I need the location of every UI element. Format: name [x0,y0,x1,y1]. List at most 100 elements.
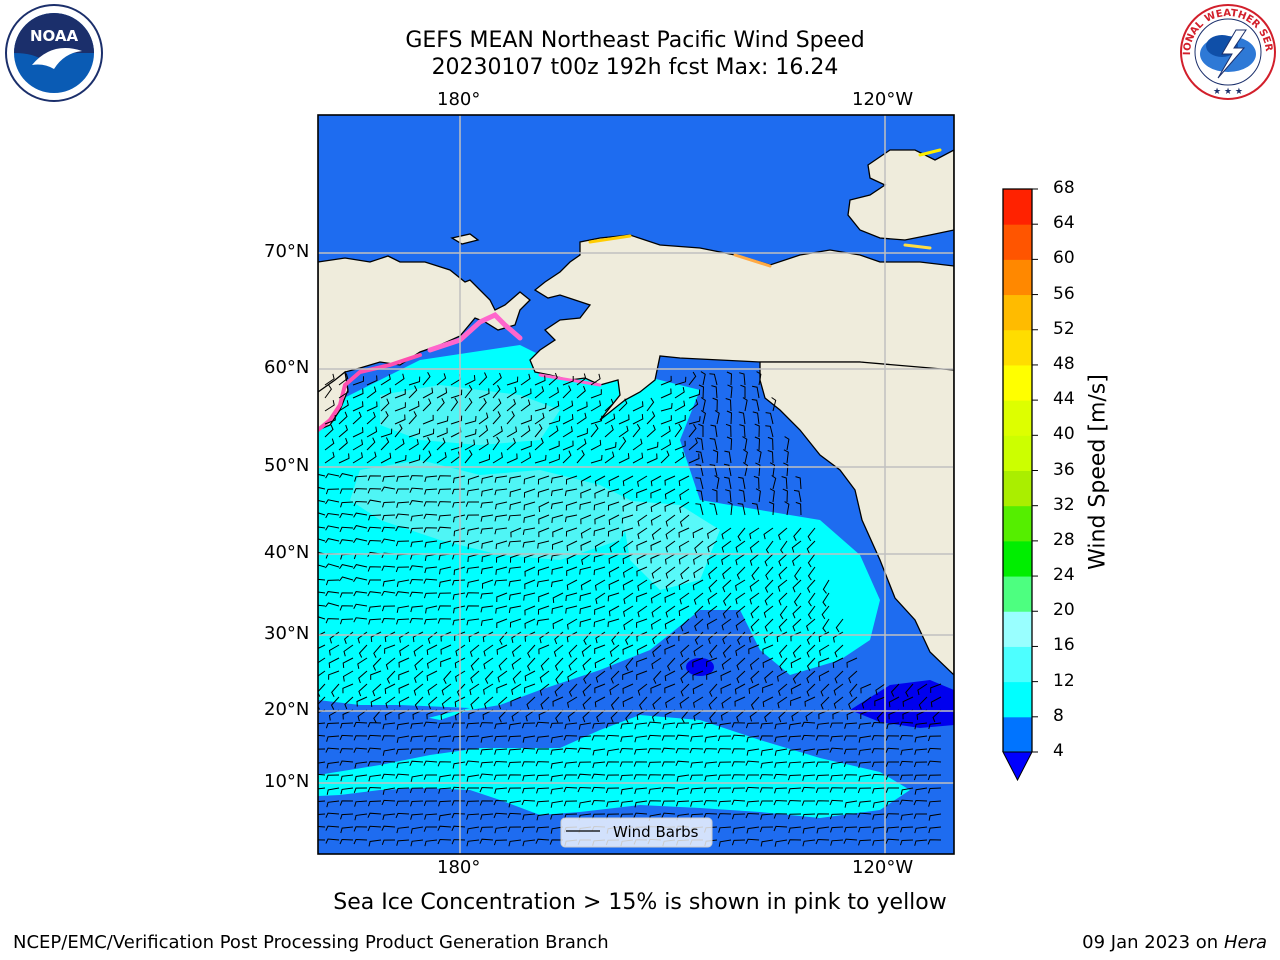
wind-barb [509,488,522,498]
wind-barb [395,488,409,494]
wind-barb [567,696,578,708]
wind-barb [622,475,634,487]
wind-barb [745,812,760,819]
wind-barb [661,747,676,753]
wind-barb [590,423,599,438]
wind-barb [550,748,564,756]
wind-barb [622,696,634,707]
wind-barb [742,462,748,477]
wind-barb [382,514,396,521]
wind-barb [436,415,449,425]
wind-barb [885,813,900,819]
wind-barb [674,400,686,412]
colorbar-tick-label: 44 [1053,389,1075,410]
wind-barb [780,540,788,555]
wind-barb [735,540,746,553]
wind-barb [562,450,572,464]
wind-barb [746,800,760,807]
wind-barb [662,722,676,730]
wind-barb [384,644,396,654]
wind-barb [539,670,550,683]
wind-barb [871,748,886,754]
wind-barb [536,618,550,626]
wind-barb [621,527,634,537]
colorbar-tick-label: 24 [1053,565,1075,586]
wind-barb [704,761,718,769]
wind-barb [759,800,773,806]
wind-barb [428,696,438,710]
wind-barb [636,618,648,628]
wind-barb [647,734,662,741]
wind-barb [791,540,802,553]
wind-barb [508,800,522,808]
wind-barb [464,375,476,386]
wind-barb [872,839,886,846]
wind-barb [650,618,662,630]
wind-barb [885,787,899,793]
wind-barb [409,591,424,598]
wind-barb [632,401,644,412]
wind-barb [492,452,503,464]
wind-barb [468,631,480,642]
wind-barb [607,592,620,602]
wind-barb [339,618,354,625]
wind-barb [551,566,564,575]
wind-barb [367,591,382,597]
wind-barb [506,386,517,399]
wind-barb [914,722,928,730]
wind-barb [675,748,690,754]
wind-barb [636,670,648,680]
wind-barb [902,696,914,707]
wind-barb [709,503,718,516]
wind-barb [494,475,508,483]
wind-barb [721,657,732,670]
wind-barb [493,799,508,806]
wind-barb [522,787,536,794]
wind-barb [537,540,550,549]
wind-barb [385,696,396,709]
wind-barb [483,683,494,695]
wind-barb [720,683,732,694]
wind-barb [829,722,844,728]
wind-barb [328,670,340,680]
wind-barb [802,839,816,847]
wind-barb [843,748,858,755]
wind-barb [605,734,620,741]
wind-barb [843,813,858,819]
wind-barb [324,424,334,438]
wind-barb [370,670,382,680]
wind-barb [565,592,578,601]
wind-barb [366,401,378,412]
wind-barb [704,735,718,743]
wind-barb [745,786,760,793]
wind-barb [367,488,382,494]
wind-barb [801,786,816,793]
wind-barb [550,787,564,795]
wind-barb [423,787,438,793]
colorbar-tick-label: 64 [1053,213,1075,234]
colorbar-segment [1003,294,1032,331]
wind-barb [871,735,886,741]
wind-barb [680,683,690,697]
wind-barb [386,670,396,684]
wind-barb [522,735,536,743]
wind-field-trade-band [318,705,470,745]
wind-barb [759,787,774,793]
wind-barb [676,787,690,795]
wind-barb [650,488,662,499]
wind-barb [578,722,592,730]
land-st-lawrence-island [450,233,480,245]
wind-barb [394,373,405,386]
wind-barb [711,385,718,399]
wind-barb [466,618,480,626]
wind-barb [352,411,362,425]
wind-barb [680,670,690,684]
wind-barb [712,449,719,464]
wind-barb [900,748,914,756]
wind-barb [538,514,550,525]
graticule [318,115,954,854]
wind-barb [875,683,886,696]
wind-barb [357,631,368,644]
wind-barb [398,670,410,680]
wind-barb [676,800,690,807]
